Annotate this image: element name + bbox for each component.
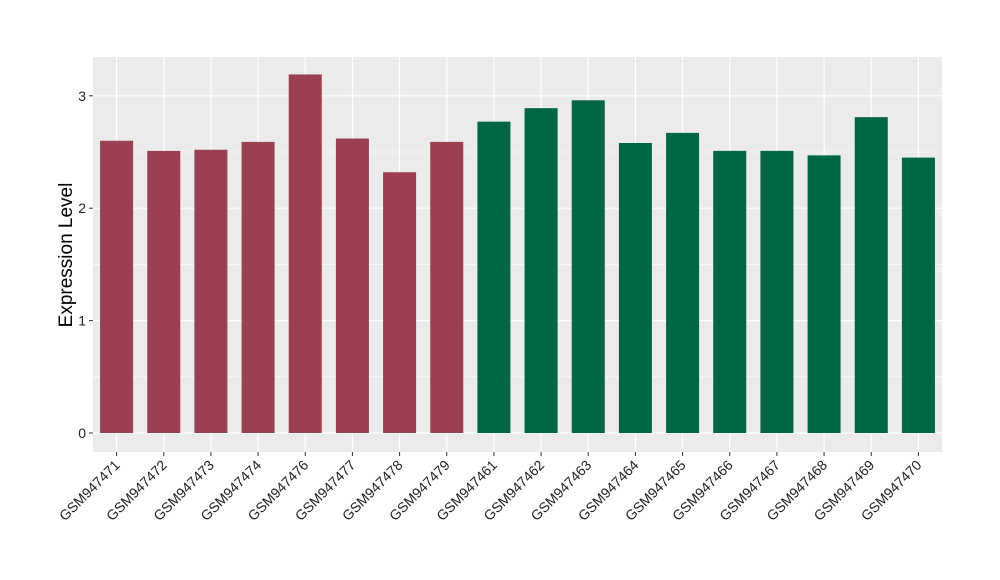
bar-GSM947479 [430, 141, 464, 433]
bar-GSM947467 [760, 150, 794, 433]
y-tick-label: 3 [78, 88, 86, 104]
y-tick-label: 2 [78, 200, 86, 216]
bar-GSM947472 [147, 150, 181, 433]
bars [100, 74, 935, 434]
bar-GSM947464 [618, 143, 652, 433]
x-axis: GSM947471GSM947472GSM947473GSM947474GSM9… [56, 452, 925, 524]
bar-GSM947466 [713, 150, 747, 433]
y-axis-label: Expression Level [56, 183, 77, 328]
plot-panel [93, 57, 942, 452]
bar-GSM947477 [335, 138, 369, 433]
y-tick-label: 1 [78, 313, 86, 329]
bar-GSM947476 [288, 74, 322, 433]
bar-GSM947473 [194, 149, 228, 433]
bar-GSM947474 [241, 141, 275, 433]
bar-GSM947471 [100, 140, 134, 433]
bar-GSM947469 [854, 117, 888, 433]
bar-GSM947468 [807, 155, 841, 433]
bar-GSM947465 [666, 132, 700, 433]
bar-GSM947462 [524, 108, 558, 433]
y-axis: 0 1 2 3 [78, 88, 93, 441]
bar-GSM947463 [571, 100, 605, 434]
bar-GSM947478 [383, 172, 417, 433]
bar-GSM947461 [477, 121, 511, 433]
bar-GSM947470 [901, 157, 935, 433]
y-tick-label: 0 [78, 425, 86, 441]
